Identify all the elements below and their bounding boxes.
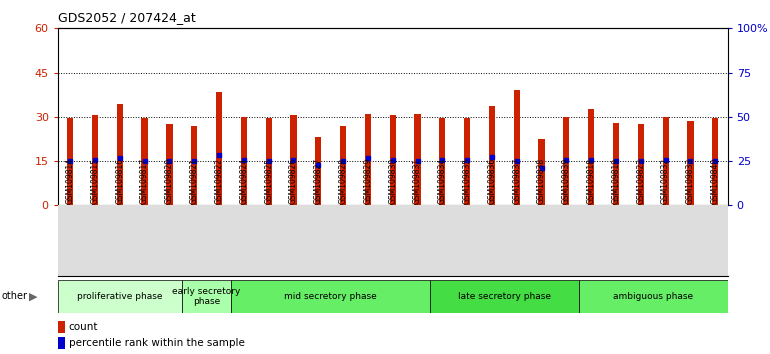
Bar xyxy=(92,115,98,205)
Bar xyxy=(588,109,594,205)
Bar xyxy=(464,118,470,205)
Bar xyxy=(514,90,520,205)
Bar xyxy=(430,280,579,313)
Bar xyxy=(58,280,182,313)
Bar xyxy=(414,114,420,205)
Bar xyxy=(439,118,445,205)
Bar xyxy=(232,280,430,313)
Text: count: count xyxy=(69,322,99,332)
Bar xyxy=(216,92,222,205)
Bar xyxy=(58,337,65,349)
Text: mid secretory phase: mid secretory phase xyxy=(284,292,377,301)
Bar xyxy=(266,118,272,205)
Text: GDS2052 / 207424_at: GDS2052 / 207424_at xyxy=(58,11,196,24)
Bar xyxy=(579,280,728,313)
Bar xyxy=(489,107,495,205)
Text: percentile rank within the sample: percentile rank within the sample xyxy=(69,338,245,348)
Bar xyxy=(712,118,718,205)
Bar xyxy=(564,117,570,205)
Bar xyxy=(638,124,644,205)
Bar xyxy=(182,280,232,313)
Bar xyxy=(166,124,172,205)
Bar xyxy=(662,117,668,205)
Bar xyxy=(58,321,65,333)
Bar xyxy=(688,121,694,205)
Text: ambiguous phase: ambiguous phase xyxy=(613,292,693,301)
Bar xyxy=(390,115,396,205)
Bar xyxy=(613,123,619,205)
Bar xyxy=(538,139,544,205)
Bar xyxy=(142,118,148,205)
Bar xyxy=(191,126,197,205)
Bar xyxy=(365,114,371,205)
Text: early secretory
phase: early secretory phase xyxy=(172,287,241,306)
Bar xyxy=(117,104,123,205)
Bar xyxy=(340,126,346,205)
Text: late secretory phase: late secretory phase xyxy=(458,292,551,301)
Bar xyxy=(290,115,296,205)
Bar xyxy=(67,118,73,205)
Text: proliferative phase: proliferative phase xyxy=(77,292,162,301)
Text: other: other xyxy=(2,291,28,302)
Bar xyxy=(241,117,247,205)
Bar xyxy=(315,137,321,205)
Text: ▶: ▶ xyxy=(29,291,38,302)
